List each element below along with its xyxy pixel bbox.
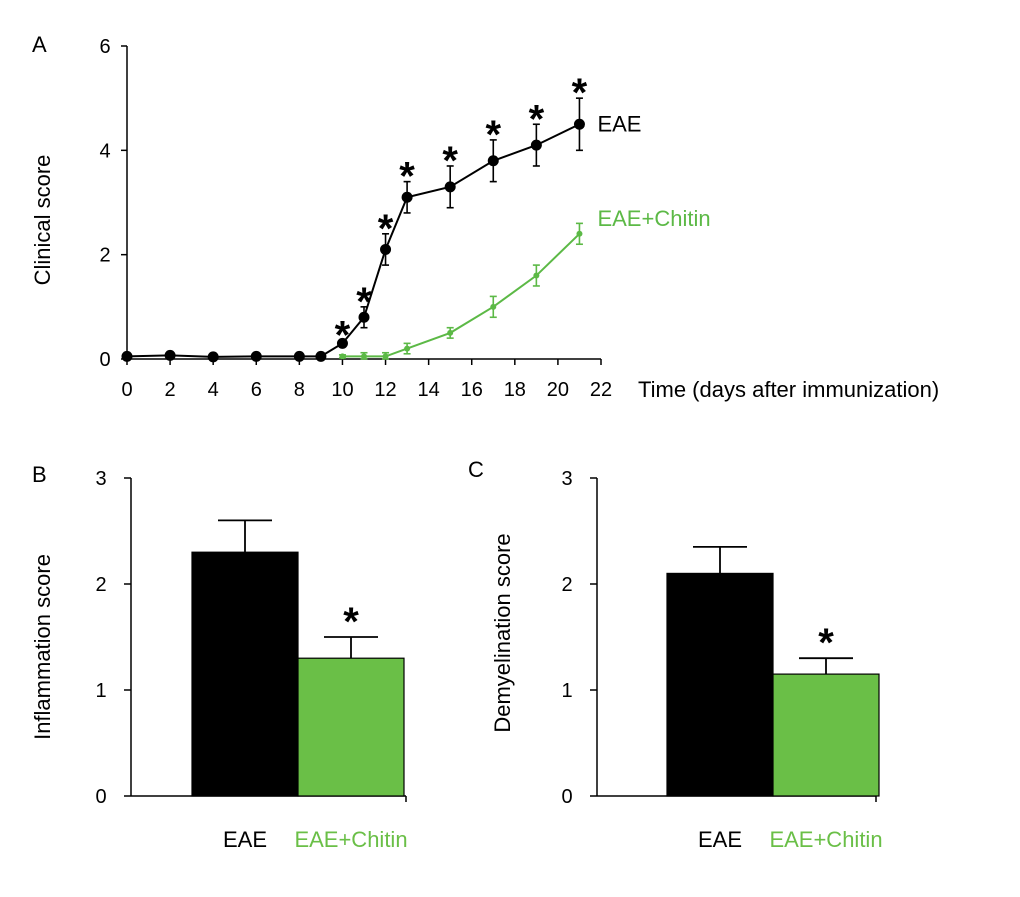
data-point-eae	[380, 243, 392, 255]
data-point-eae-chitin	[361, 353, 367, 360]
panel-a-x-tick-label: 16	[461, 379, 483, 401]
series-label-eae: EAE	[597, 111, 641, 136]
panel-a-plot-area: EAE+Chitin**** ** **EAE	[121, 71, 711, 363]
significance-star: *	[399, 155, 415, 199]
panel-c-y-tick-label: 0	[561, 786, 572, 808]
data-point-eae	[250, 350, 262, 362]
panel-b-category-label-eae: EAE	[223, 827, 267, 852]
panel-c-significance-star: *	[818, 621, 834, 665]
panel-b-significance-star: *	[343, 600, 359, 644]
data-point-eae	[315, 350, 327, 362]
panel-a-x-tick-label: 6	[251, 379, 262, 401]
panel-b-y-tick-label: 1	[95, 680, 106, 702]
panel-a-x-tick-label: 22	[590, 379, 612, 401]
panel-a-x-tick-label: 14	[418, 379, 440, 401]
data-point-eae	[293, 350, 305, 362]
data-point-eae	[444, 181, 456, 193]
data-point-eae	[164, 349, 176, 361]
panel-a-x-axis-title: Time (days after immunization)	[638, 377, 939, 402]
significance-star: *	[572, 71, 588, 115]
significance-star: *	[529, 97, 545, 141]
panel-b-y-tick-label: 3	[95, 468, 106, 490]
data-point-eae	[121, 350, 133, 362]
panel-c-y-axis-title: Demyelination score	[490, 533, 515, 732]
panel-a-x-tick-label: 18	[504, 379, 526, 401]
data-point-eae-chitin	[404, 345, 411, 352]
data-point-eae	[530, 139, 542, 151]
panel-a-y-tick-label: 0	[99, 349, 110, 371]
panel-b-plot-area: 0 1 2 3 EAE * EAE+Chitin	[95, 468, 407, 852]
data-point-eae	[358, 311, 370, 323]
panel-letter-c: C	[468, 457, 484, 482]
data-point-eae	[207, 351, 219, 363]
panel-letter-b: B	[32, 462, 47, 487]
panel-b-y-tick-label: 0	[95, 786, 106, 808]
data-point-eae	[573, 118, 585, 130]
panel-b-bar-eae-chitin	[297, 657, 405, 797]
panel-c-bar-eae-chitin	[772, 673, 880, 797]
data-point-eae-chitin	[447, 329, 454, 336]
panel-a-x-tick-label: 2	[165, 379, 176, 401]
series-line-eae	[126, 123, 580, 358]
significance-star: *	[356, 280, 372, 324]
panel-a-y-tick-label: 2	[99, 245, 110, 267]
panel-c-category-label-eae: EAE	[698, 827, 742, 852]
significance-star: *	[485, 113, 501, 157]
panel-a-x-tick-label: 4	[208, 379, 219, 401]
panel-a-x-tick-label: 10	[331, 379, 353, 401]
panel-b-bar-eae	[191, 551, 299, 797]
panel-a-x-tick-label: 8	[294, 379, 305, 401]
panel-a-x-tick-label: 0	[121, 379, 132, 401]
significance-star: *	[335, 314, 351, 358]
data-point-eae	[336, 337, 348, 349]
data-point-eae-chitin	[533, 272, 540, 279]
series-line-eae-chitin	[342, 233, 581, 358]
panel-c-y-tick-label: 2	[561, 574, 572, 596]
panel-a-x-tick-label: 20	[547, 379, 569, 401]
series-label-eae-chitin: EAE+Chitin	[597, 206, 710, 231]
significance-star: *	[378, 207, 394, 251]
panel-c-category-label-eae-chitin: EAE+Chitin	[769, 827, 882, 852]
panel-b-category-label-eae-chitin: EAE+Chitin	[294, 827, 407, 852]
panel-a-y-tick-label: 6	[99, 36, 110, 58]
panel-a-y-axis-title: Clinical score	[30, 155, 55, 286]
panel-letter-a: A	[32, 32, 47, 57]
panel-c-bar-chart: C 0 1 2 3 EAE * EAE+Chitin Demyelination score	[468, 457, 883, 852]
data-point-eae-chitin	[490, 303, 497, 310]
panel-a-axes: 0 2 4 6 0 2 4 6 8 10 12 14 16 18 20 22	[99, 36, 612, 401]
data-point-eae-chitin	[339, 353, 346, 360]
panel-c-plot-area: 0 1 2 3 EAE * EAE+Chitin	[561, 468, 882, 852]
panel-b-y-tick-label: 2	[95, 574, 106, 596]
panel-a-x-tick-label: 12	[374, 379, 396, 401]
panel-b-y-axis-title: Inflammation score	[30, 554, 55, 740]
data-point-eae-chitin	[576, 230, 583, 237]
data-point-eae	[487, 155, 499, 167]
panel-c-y-tick-label: 3	[561, 468, 572, 490]
panel-b-bar-chart: B 0 1 2 3 EAE * EAE+Chitin Inflammation score	[30, 462, 408, 852]
data-point-eae	[401, 191, 413, 203]
panel-a-y-tick-label: 4	[99, 140, 110, 162]
panel-c-y-tick-label: 1	[561, 680, 572, 702]
data-point-eae-chitin	[382, 353, 389, 360]
significance-star: *	[442, 139, 458, 183]
panel-c-bar-eae	[666, 572, 774, 797]
